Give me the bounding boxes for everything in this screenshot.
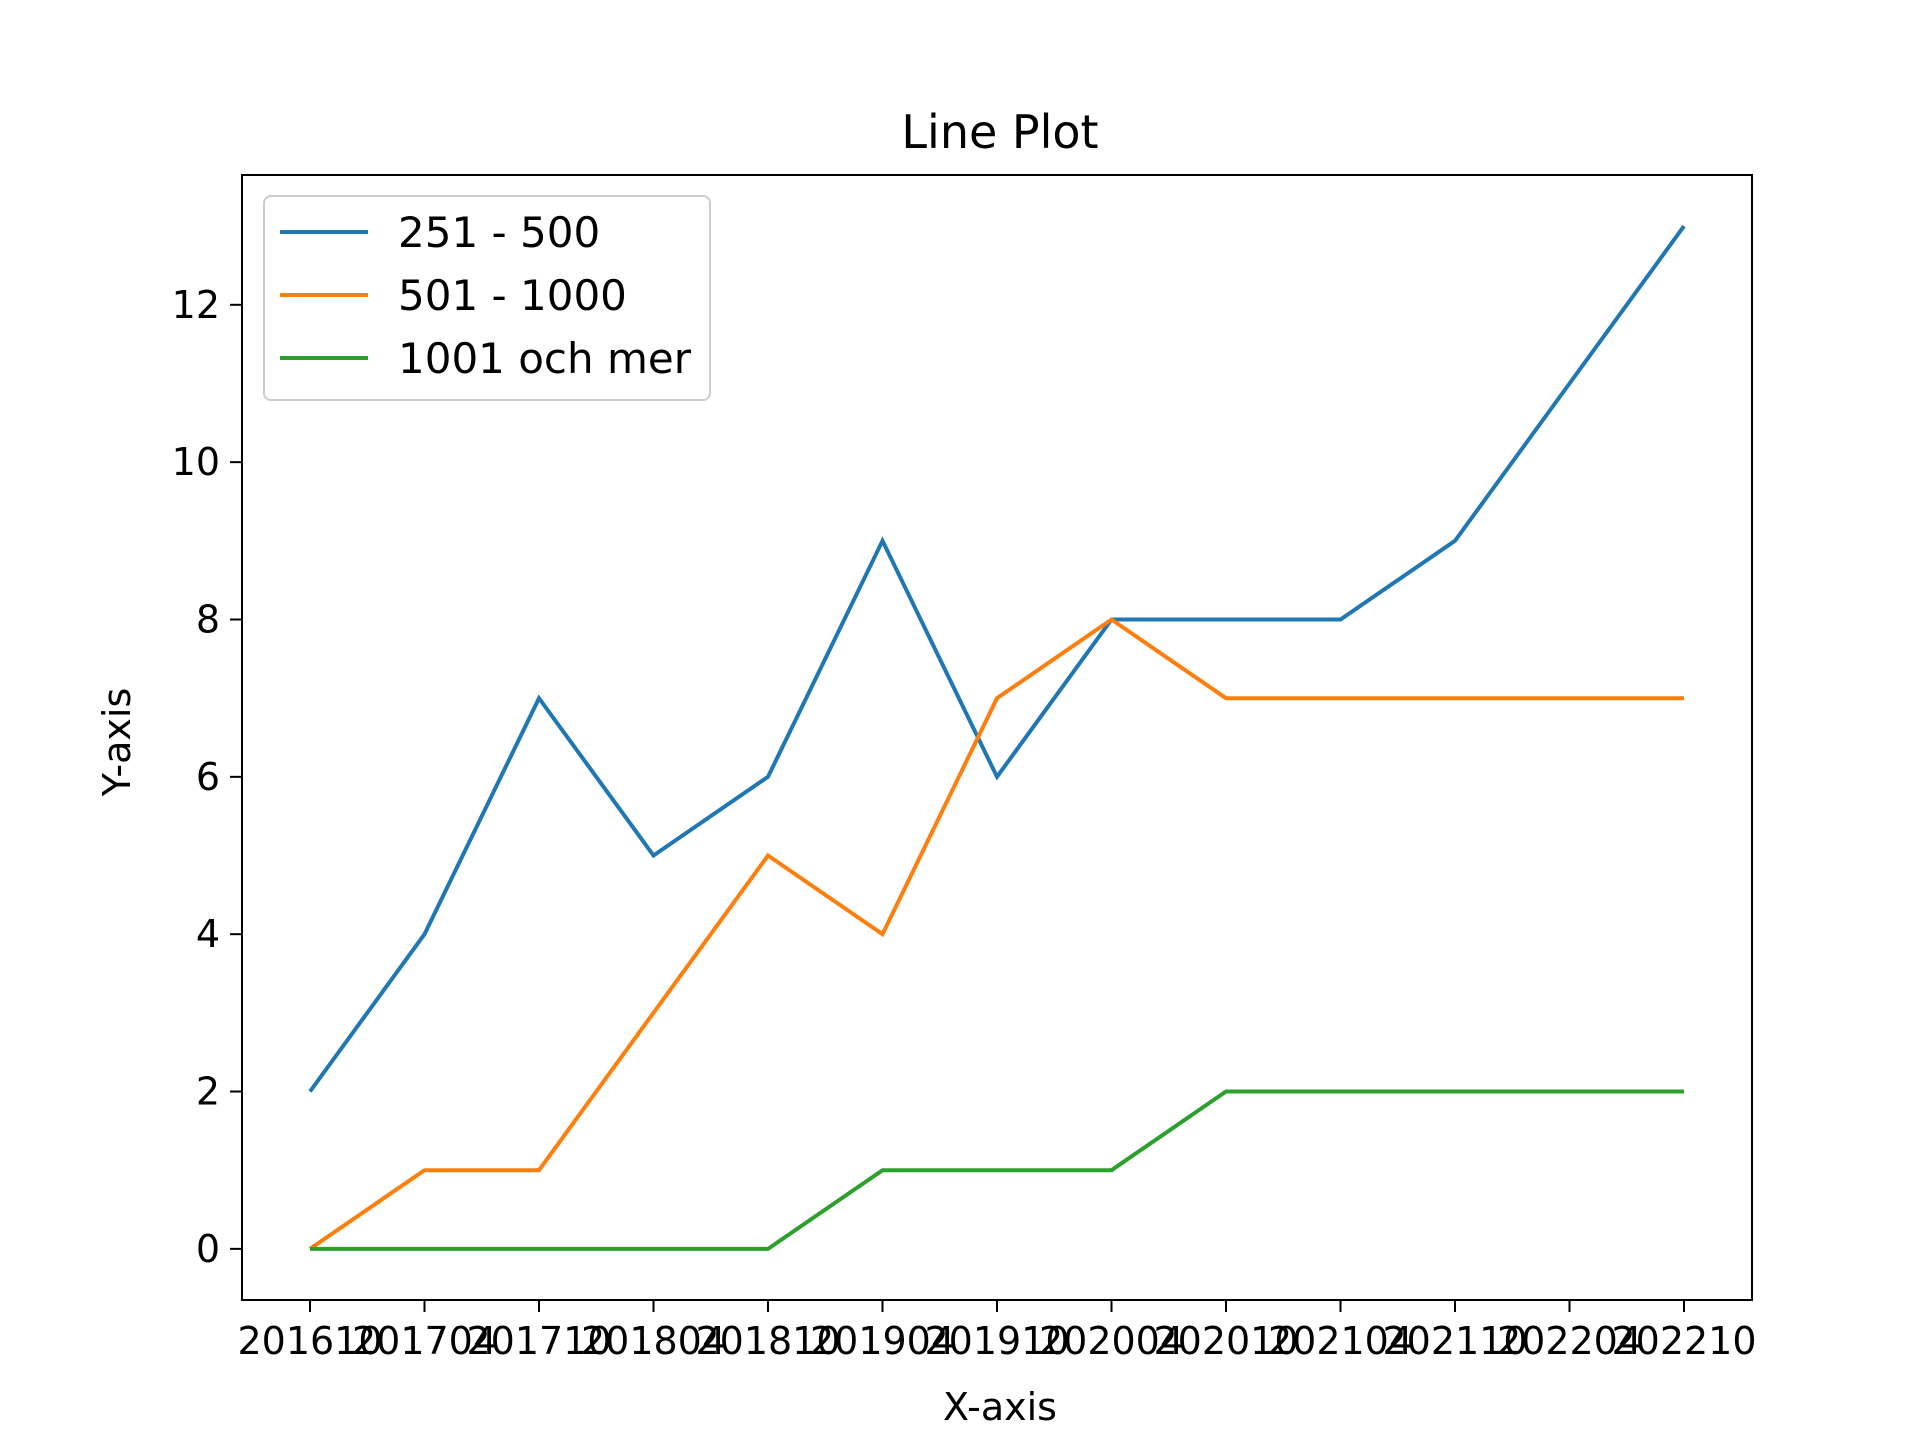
- legend-label-2: 1001 och mer: [398, 334, 692, 383]
- x-tick-label: 201910: [924, 1319, 1069, 1363]
- x-tick-label: 201710: [466, 1319, 611, 1363]
- y-tick-label: 2: [196, 1070, 220, 1114]
- x-tick-label: 202210: [1611, 1319, 1756, 1363]
- x-axis-label: X-axis: [943, 1385, 1057, 1429]
- series-line-1: [308, 617, 1684, 1251]
- x-tick-label: 201810: [695, 1319, 840, 1363]
- x-tick-label: 201610: [237, 1319, 382, 1363]
- y-tick-label: 0: [196, 1227, 220, 1271]
- y-tick-label: 8: [196, 597, 220, 641]
- legend-label-0: 251 - 500: [398, 208, 600, 257]
- x-tick-label: 202204: [1497, 1319, 1642, 1363]
- x-tick-label: 202110: [1382, 1319, 1527, 1363]
- series-line-2: [310, 1089, 1684, 1251]
- chart-title: Line Plot: [901, 105, 1098, 159]
- plot-area: 2016102017042017102018042018102019042019…: [172, 174, 1757, 1363]
- y-tick-label: 6: [196, 755, 220, 799]
- legend-label-1: 501 - 1000: [398, 271, 627, 320]
- x-tick-label: 202010: [1153, 1319, 1298, 1363]
- x-tick-label: 201904: [810, 1319, 955, 1363]
- legend-box: [263, 195, 711, 401]
- x-tick-label: 201804: [581, 1319, 726, 1363]
- y-tick-label: 4: [196, 912, 220, 956]
- x-tick-label: 202004: [1039, 1319, 1184, 1363]
- x-tick-label: 202104: [1268, 1319, 1413, 1363]
- y-tick-label: 12: [172, 283, 220, 327]
- series-line-0: [308, 224, 1686, 1093]
- x-tick-label: 201704: [352, 1319, 497, 1363]
- y-tick-label: 10: [172, 440, 220, 484]
- y-axis-label: Y-axis: [95, 688, 139, 798]
